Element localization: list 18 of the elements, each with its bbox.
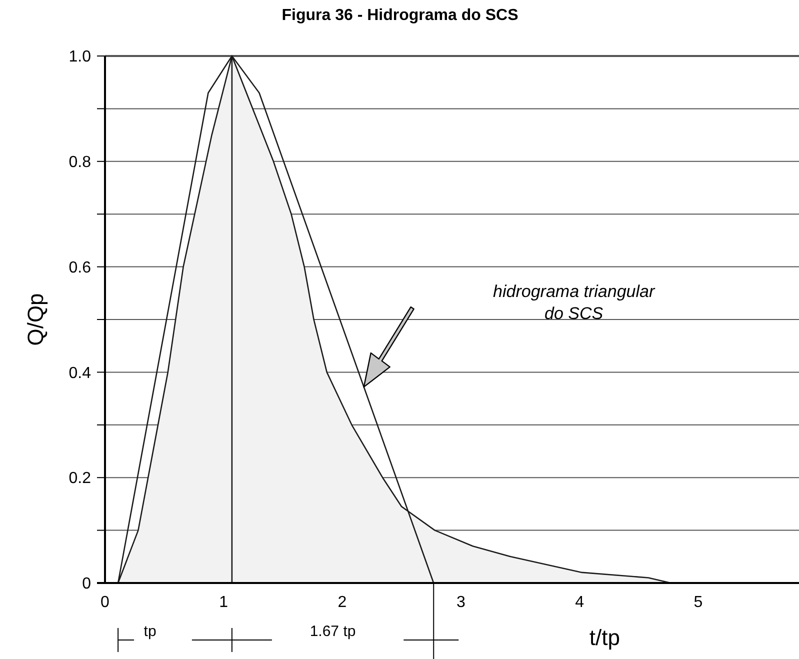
y-tick-label: 1.0	[68, 48, 92, 66]
x-tick-label: 3	[456, 594, 466, 611]
chart-title: Figura 36 - Hidrograma do SCS	[282, 7, 519, 24]
y-axis-title: Q/Qp	[23, 293, 48, 346]
text: tp	[144, 623, 156, 640]
text: 1.67 tp	[310, 623, 356, 640]
y-tick-label: 0	[82, 576, 92, 593]
y-tick-label: 0.2	[68, 470, 92, 488]
x-tick-label: 2	[338, 594, 347, 611]
x-tick-label: 0	[100, 594, 110, 611]
x-tick-label: 5	[694, 594, 703, 611]
x-tick-label: 4	[575, 594, 584, 611]
y-tick-label: 0.6	[68, 259, 92, 276]
y-tick-label: 0.4	[68, 364, 92, 382]
annotation: hidrograma triangular do SCS	[493, 282, 656, 323]
y-tick-label: 0.8	[68, 154, 92, 171]
x-tick-label: 1	[219, 594, 228, 611]
x-axis-title: t/tp	[589, 625, 620, 650]
